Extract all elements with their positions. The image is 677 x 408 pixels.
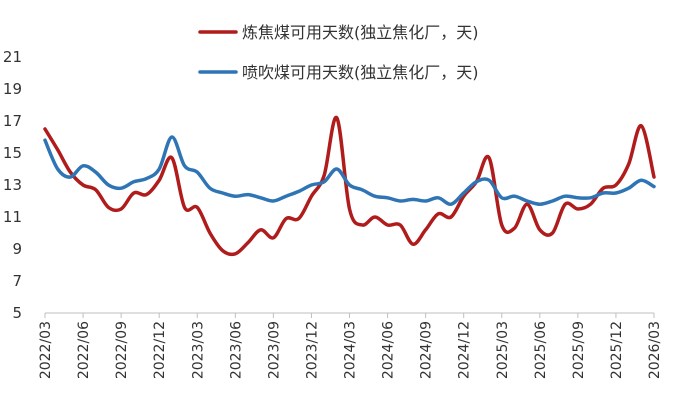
y-tick-label: 5	[12, 304, 22, 322]
x-tick-label: 2023/12	[304, 321, 320, 379]
x-tick-label: 2022/03	[38, 321, 54, 379]
y-tick-label: 13	[3, 176, 22, 194]
y-tick-label: 19	[3, 80, 22, 98]
y-tick-label: 11	[3, 208, 22, 226]
x-tick-label: 2026/03	[647, 321, 663, 379]
legend-label: 喷吹煤可用天数(独立焦化厂，天)	[242, 63, 479, 82]
x-tick-label: 2024/12	[457, 321, 473, 379]
x-tick-label: 2023/09	[266, 321, 282, 379]
x-tick-label: 2025/03	[495, 321, 511, 379]
x-tick-label: 2023/06	[228, 321, 244, 379]
x-tick-label: 2025/06	[533, 321, 549, 379]
y-axis: 5 7 9 11 13 15 17 19 21	[3, 48, 22, 322]
y-tick-label: 9	[12, 240, 22, 258]
x-tick-label: 2025/09	[571, 321, 587, 379]
y-tick-label: 17	[3, 112, 22, 130]
pci-coal-days-line	[43, 135, 656, 206]
x-tick-label: 2025/12	[609, 321, 625, 379]
coking-coal-days-line	[43, 116, 656, 257]
x-tick-label: 2022/06	[76, 321, 92, 379]
x-tick-label: 2022/09	[114, 321, 130, 379]
x-tick-label: 2022/12	[152, 321, 168, 379]
x-axis: 2022/03 2022/06 2022/09 2022/12 2023/03 2023/…	[38, 312, 663, 379]
series-layer	[43, 116, 656, 257]
x-tick-label: 2023/03	[190, 321, 206, 379]
y-tick-label: 21	[3, 48, 22, 66]
y-tick-label: 7	[12, 272, 22, 290]
y-tick-label: 15	[3, 144, 22, 162]
legend: 炼焦煤可用天数(独立焦化厂，天) 喷吹煤可用天数(独立焦化厂，天)	[198, 23, 479, 82]
x-tick-label: 2024/06	[381, 321, 397, 379]
x-tick-label: 2024/03	[343, 321, 359, 379]
x-tick-label: 2024/09	[419, 321, 435, 379]
legend-label: 炼焦煤可用天数(独立焦化厂，天)	[242, 23, 479, 42]
